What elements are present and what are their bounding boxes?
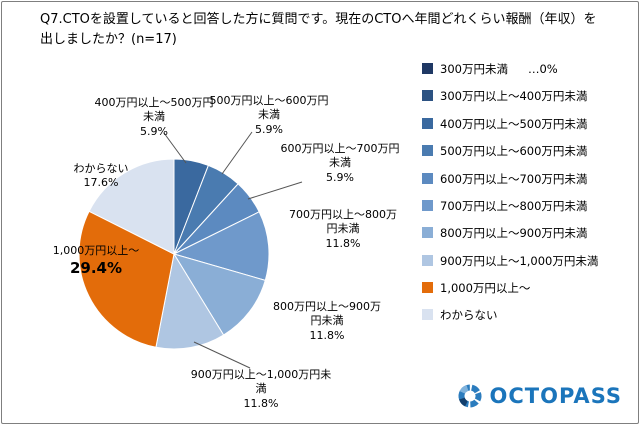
legend-label: 300万円未満 bbox=[440, 62, 508, 76]
legend-item-8: 1,000万円以上～ bbox=[422, 281, 630, 295]
callout-value: 29.4% bbox=[69, 259, 123, 278]
legend-swatch bbox=[422, 254, 433, 266]
legend-swatch bbox=[422, 282, 433, 293]
callout-value: 5.9% bbox=[326, 170, 354, 184]
legend-label: 500万円以上～600万円未満 bbox=[440, 144, 588, 159]
legend-label: わからない bbox=[440, 308, 498, 323]
callout-value: 11.8% bbox=[243, 396, 279, 410]
legend-item-5: 700万円以上～800万円未満 bbox=[422, 199, 630, 213]
callout-value: 5.9% bbox=[140, 124, 168, 138]
legend-label: 700万円以上～800万円未満 bbox=[440, 198, 588, 213]
legend-label: 400万円以上～500万円未満 bbox=[440, 116, 588, 131]
legend-item-7: 900万円以上～1,000万円未満 bbox=[422, 254, 630, 268]
pie-callout-600-700: 600万円以上～700万円未満 5.9% bbox=[280, 142, 400, 185]
pie-callout-unknown: わからない 17.6% bbox=[52, 162, 150, 191]
callout-value: 17.6% bbox=[83, 176, 119, 190]
legend-swatch bbox=[422, 90, 433, 102]
legend-item-0: 300万円未満 …0% bbox=[422, 62, 630, 76]
pie-callout-500-600: 500万円以上～600万円未満 5.9% bbox=[208, 94, 330, 137]
legend-label: 800万円以上～900万円未満 bbox=[440, 226, 588, 241]
legend-swatch bbox=[422, 172, 433, 184]
legend-item-1: 300万円以上～400万円未満 bbox=[422, 89, 630, 103]
octopass-logo-text: OCTOPASS bbox=[489, 384, 622, 408]
legend-zero-note: …0% bbox=[527, 62, 558, 76]
callout-value: 11.8% bbox=[325, 236, 361, 250]
callout-label: 700万円以上～800万円未満 bbox=[289, 208, 397, 236]
callout-label: 500万円以上～600万円未満 bbox=[209, 94, 329, 122]
chart-legend: 300万円未満 …0% 300万円以上～400万円未満 400万円以上～500万円未満… bbox=[422, 62, 630, 336]
pie-slice-5 bbox=[172, 211, 270, 281]
legend-swatch bbox=[422, 117, 433, 129]
callout-value: 5.9% bbox=[255, 122, 283, 136]
legend-swatch bbox=[422, 309, 433, 321]
legend-swatch bbox=[422, 227, 433, 239]
pie-callout-800-900: 800万円以上～900万円未満 11.8% bbox=[268, 300, 386, 343]
pie-callout-400-500: 400万円以上～500万円未満 5.9% bbox=[94, 96, 214, 139]
pie-slice-8 bbox=[78, 210, 175, 348]
callout-value: 11.8% bbox=[309, 328, 345, 342]
pie-callout-over-1000: 1,000万円以上～ 29.4% bbox=[26, 244, 166, 279]
pie-slice-6 bbox=[172, 253, 266, 336]
legend-label: 900万円以上～1,000万円未満 bbox=[440, 253, 599, 268]
legend-swatch bbox=[422, 145, 433, 157]
legend-label: 600万円以上～700万円未満 bbox=[440, 171, 588, 186]
legend-label: 300万円以上～400万円未満 bbox=[440, 89, 588, 104]
legend-item-2: 400万円以上～500万円未満 bbox=[422, 117, 630, 131]
callout-label: 600万円以上～700万円未満 bbox=[280, 142, 400, 170]
callout-label: わからない bbox=[73, 162, 129, 175]
callout-label: 1,000万円以上～ bbox=[52, 244, 140, 257]
legend-item-9: わからない bbox=[422, 308, 630, 322]
pie-callout-700-800: 700万円以上～800万円未満 11.8% bbox=[284, 208, 402, 251]
legend-swatch bbox=[422, 199, 433, 211]
legend-item-3: 500万円以上～600万円未満 bbox=[422, 144, 630, 158]
pie-chart bbox=[78, 158, 270, 350]
chart-title: Q7.CTOを設置していると回答した方に質問です。現在のCTOへ年間どれくらい報… bbox=[40, 12, 597, 47]
callout-label: 900万円以上～1,000万円未満 bbox=[190, 368, 332, 396]
octopass-logo-icon bbox=[458, 384, 482, 408]
legend-item-6: 800万円以上～900万円未満 bbox=[422, 226, 630, 240]
legend-item-4: 600万円以上～700万円未満 bbox=[422, 172, 630, 186]
pie-slice-7 bbox=[155, 252, 225, 350]
octopass-logo: OCTOPASS bbox=[457, 383, 622, 409]
callout-label: 400万円以上～500万円未満 bbox=[94, 96, 214, 124]
pie-callout-900-1000: 900万円以上～1,000万円未満 11.8% bbox=[190, 368, 332, 411]
legend-label: 1,000万円以上～ bbox=[440, 281, 531, 295]
callout-label: 800万円以上～900万円未満 bbox=[273, 300, 381, 328]
legend-swatch bbox=[422, 63, 433, 74]
